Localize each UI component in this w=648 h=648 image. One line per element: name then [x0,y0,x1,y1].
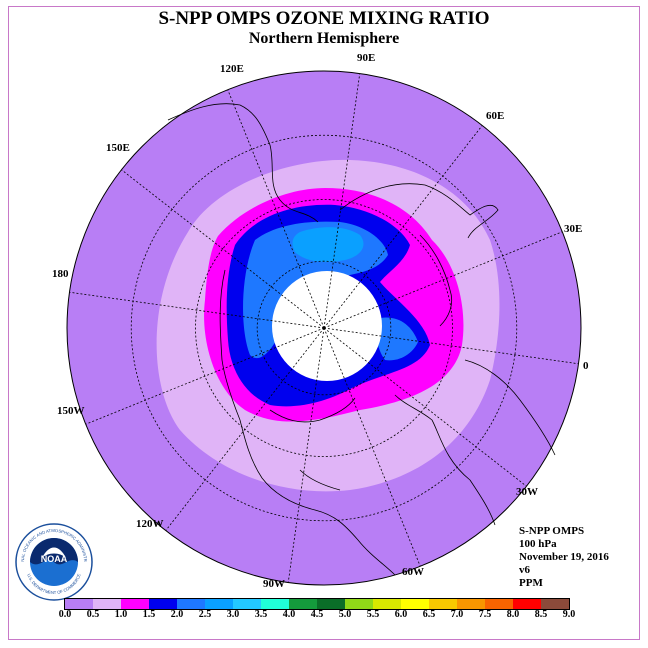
lon-label-120e: 120E [220,63,244,75]
lon-label-30w: 30W [516,486,538,498]
colorbar-tick-label: 9.0 [562,609,576,620]
meridian-line [287,327,325,583]
colorbar-swatch [541,599,569,609]
logo-text: NOAA [41,554,68,564]
no-data-polar-cap [272,271,382,381]
figure-frame [8,6,640,640]
meridian-line [323,125,483,329]
colorbar-swatch [373,599,401,609]
colorbar-swatch [345,599,373,609]
colorbar-swatch [289,599,317,609]
colorbar-tick-label: 0.0 [58,609,72,620]
product-info: S-NPP OMPS 100 hPa November 19, 2016 v6 … [519,525,609,590]
lon-label-0: 0 [583,360,589,372]
meridian-line [323,327,527,487]
colorbar-tick-label: 1.0 [114,609,128,620]
meridian-line [121,169,325,329]
colorbar-swatch [65,599,93,609]
colorbar [64,598,570,610]
colorbar-tick-label: 8.0 [506,609,520,620]
lon-label-60w: 60W [402,566,424,578]
colorbar-tick-label: 6.0 [394,609,408,620]
colorbar-swatch [513,599,541,609]
colorbar-swatch [317,599,345,609]
colorbar-tick-label: 5.0 [338,609,352,620]
info-level: 100 hPa [519,538,557,550]
colorbar-swatch [233,599,261,609]
zone-2.5-3.0 [292,227,364,262]
colorbar-swatch [149,599,177,609]
colorbar-swatch [93,599,121,609]
colorbar-tick-label: 3.0 [226,609,240,620]
meridian-line [323,231,563,329]
meridian-line [227,89,325,329]
colorbar-tick-label: 0.5 [86,609,100,620]
lon-label-180: 180 [52,268,69,280]
colorbar-tick-label: 7.5 [478,609,492,620]
lon-label-90e: 90E [357,52,376,64]
graticule [69,73,579,583]
meridian-line [69,291,325,329]
colorbar-tick-label: 4.5 [310,609,324,620]
lon-label-60e: 60E [486,110,505,122]
noaa-logo: NOAA NATIONAL OCEANIC AND ATMOSPHERIC AD… [14,522,93,601]
colorbar-tick-label: 7.0 [450,609,464,620]
colorbar-swatch [429,599,457,609]
meridian-line [323,327,421,567]
colorbar-tick-label: 4.0 [282,609,296,620]
colorbar-swatch [205,599,233,609]
info-units: PPM [519,577,543,589]
meridian-line [323,73,361,329]
figure-title: S-NPP OMPS OZONE MIXING RATIO [158,8,490,29]
coastlines [167,103,556,576]
colorbar-swatch [121,599,149,609]
lon-label-120w: 120W [136,518,164,530]
colorbar-swatch [401,599,429,609]
colorbar-tick-label: 2.5 [198,609,212,620]
lon-label-30e: 30E [564,223,583,235]
meridian-line [165,327,325,531]
colorbar-swatch [457,599,485,609]
colorbar-tick-label: 1.5 [142,609,156,620]
info-instrument: S-NPP OMPS [519,525,585,537]
figure-subtitle: Northern Hemisphere [248,30,400,47]
colorbar-swatch [177,599,205,609]
meridian-line [85,327,325,425]
colorbar-tick-label: 5.5 [366,609,380,620]
lon-label-90w: 90W [263,578,285,590]
colorbar-tick-label: 3.5 [254,609,268,620]
colorbar-tick-label: 2.0 [170,609,184,620]
colorbar-tick-label: 8.5 [534,609,548,620]
colorbar-tick-label: 6.5 [422,609,436,620]
colorbar-swatch [485,599,513,609]
meridian-line [323,327,579,365]
info-date: November 19, 2016 [519,551,609,563]
info-version: v6 [519,564,530,576]
colorbar-swatch [261,599,289,609]
lon-label-150e: 150E [106,142,130,154]
lon-label-150w: 150W [57,405,85,417]
